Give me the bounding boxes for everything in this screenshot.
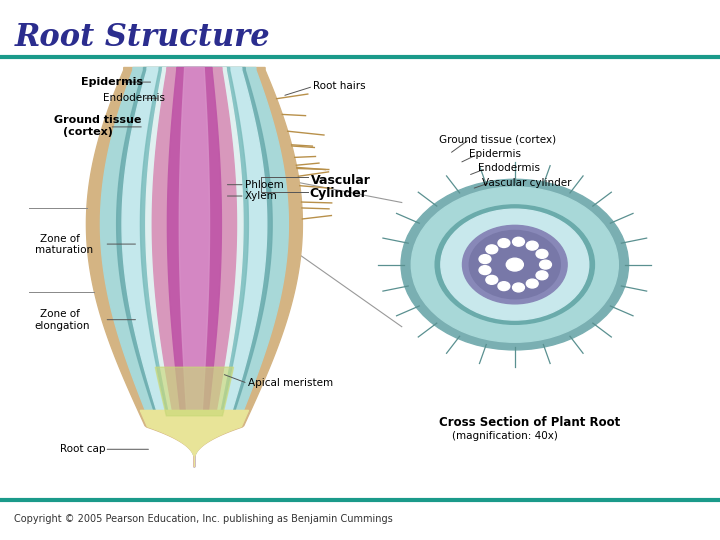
Text: Ground tissue: Ground tissue [54,115,141,125]
Polygon shape [86,68,302,467]
Circle shape [498,282,510,291]
Text: Copyright © 2005 Pearson Education, Inc. publishing as Benjamin Cummings: Copyright © 2005 Pearson Education, Inc.… [14,514,393,524]
Text: Vascular: Vascular [311,174,371,187]
Circle shape [462,225,567,304]
Text: maturation: maturation [35,245,93,255]
Circle shape [441,209,589,320]
Polygon shape [156,367,233,416]
Text: Root Structure: Root Structure [14,22,270,52]
Text: Zone of: Zone of [40,309,79,319]
Polygon shape [179,68,210,467]
Text: Xylem: Xylem [245,191,277,201]
Text: Epidermis: Epidermis [469,150,521,159]
Circle shape [479,266,491,274]
Text: Root hairs: Root hairs [313,82,366,91]
Circle shape [401,179,629,350]
Circle shape [411,187,618,342]
Text: (magnification: 40x): (magnification: 40x) [452,431,558,441]
Circle shape [513,237,524,246]
Text: Cylinder: Cylinder [309,187,366,200]
Circle shape [486,275,498,285]
Polygon shape [153,68,236,467]
Circle shape [469,231,560,299]
Text: Endodermis: Endodermis [103,93,165,103]
Polygon shape [140,68,248,467]
Circle shape [513,283,524,292]
Text: Cross Section of Plant Root: Cross Section of Plant Root [439,416,621,429]
Text: elongation: elongation [35,321,90,330]
Circle shape [526,241,538,250]
Circle shape [539,260,552,269]
Text: Ground tissue (cortex): Ground tissue (cortex) [439,134,557,144]
Circle shape [506,258,523,271]
Text: Vascular cylinder: Vascular cylinder [482,178,572,187]
Text: Endodermis: Endodermis [478,164,540,173]
Text: Zone of: Zone of [40,234,79,244]
Circle shape [536,249,548,258]
Polygon shape [101,68,288,467]
Polygon shape [117,68,272,467]
Circle shape [536,271,548,280]
Text: Epidermis: Epidermis [81,77,143,87]
Polygon shape [122,68,266,467]
Text: Phloem: Phloem [245,180,284,190]
Polygon shape [140,410,248,467]
Circle shape [435,205,595,325]
Polygon shape [168,68,221,467]
Circle shape [479,255,491,264]
Circle shape [526,279,538,288]
Text: Root cap: Root cap [60,444,105,454]
Text: Apical meristem: Apical meristem [248,379,333,388]
Circle shape [486,245,498,254]
Polygon shape [146,68,243,467]
Circle shape [498,239,510,247]
Text: (cortex): (cortex) [63,127,113,137]
